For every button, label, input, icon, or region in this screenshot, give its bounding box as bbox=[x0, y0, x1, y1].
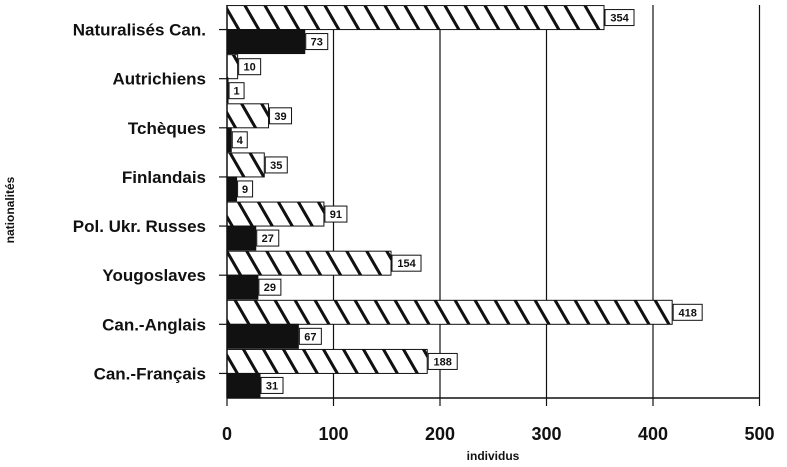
data-label-solid-box bbox=[305, 33, 329, 51]
data-label-solid-box bbox=[237, 180, 254, 198]
bar-hatched bbox=[226, 299, 673, 325]
bar-hatched bbox=[226, 250, 392, 276]
data-label-hatched-box bbox=[391, 254, 422, 272]
data-label-solid: 31 bbox=[266, 380, 278, 392]
data-label-solid: 29 bbox=[264, 282, 276, 294]
bar-hatched bbox=[226, 201, 325, 227]
bar-solid bbox=[226, 176, 238, 202]
category-label: Naturalisés Can. bbox=[73, 21, 206, 40]
data-label-solid: 9 bbox=[242, 184, 248, 196]
data-label-solid-box bbox=[231, 131, 248, 149]
category-label: Tchèques bbox=[128, 119, 206, 138]
data-label-solid-box bbox=[228, 82, 245, 100]
x-axis-title: individus bbox=[467, 449, 520, 463]
data-label-hatched: 39 bbox=[274, 111, 286, 123]
axes-group bbox=[219, 5, 761, 406]
x-tick-label: 500 bbox=[744, 424, 774, 444]
category-label: Can.-Français bbox=[94, 364, 206, 383]
bar-hatched bbox=[226, 103, 270, 129]
bar-solid bbox=[226, 225, 257, 251]
grid-lines bbox=[332, 5, 761, 398]
category-label: Finlandais bbox=[122, 168, 206, 187]
x-tick-label: 100 bbox=[318, 424, 348, 444]
bar-hatched bbox=[226, 348, 428, 374]
data-label-hatched-box bbox=[427, 352, 458, 370]
bar-solid bbox=[226, 274, 259, 300]
bar-solid bbox=[226, 29, 306, 55]
data-label-solid: 4 bbox=[237, 135, 244, 147]
data-label-solid-box bbox=[298, 327, 322, 345]
x-tick-label: 0 bbox=[222, 424, 232, 444]
category-label: Yougoslaves bbox=[102, 266, 206, 285]
data-label-hatched-box bbox=[238, 58, 262, 76]
bars-group bbox=[226, 5, 673, 398]
data-label-solid-box bbox=[260, 376, 284, 394]
x-tick-label: 200 bbox=[425, 424, 455, 444]
bar-hatched bbox=[226, 152, 265, 178]
data-label-hatched-box bbox=[324, 205, 348, 223]
data-label-hatched: 188 bbox=[434, 356, 452, 368]
bar-hatched bbox=[226, 54, 239, 80]
x-tick-label: 300 bbox=[531, 424, 561, 444]
bar-solid bbox=[226, 372, 261, 398]
x-tick-label: 400 bbox=[638, 424, 668, 444]
data-label-solid: 73 bbox=[311, 37, 323, 49]
data-label-hatched: 10 bbox=[244, 62, 256, 74]
data-label-hatched: 35 bbox=[270, 160, 282, 172]
data-label-solid-box bbox=[258, 278, 282, 296]
data-label-hatched-box bbox=[672, 303, 703, 321]
data-label-hatched-box bbox=[604, 9, 635, 27]
data-label-hatched-box bbox=[264, 156, 288, 174]
data-label-hatched: 418 bbox=[678, 307, 696, 319]
category-label: Can.-Anglais bbox=[102, 315, 206, 334]
data-label-solid: 67 bbox=[304, 331, 316, 343]
bar-hatched bbox=[226, 5, 605, 31]
data-label-solid-box bbox=[256, 229, 280, 247]
data-label-hatched-box bbox=[269, 107, 293, 125]
category-label: Autrichiens bbox=[112, 70, 206, 89]
data-label-solid: 1 bbox=[234, 86, 240, 98]
category-label: Pol. Ukr. Russes bbox=[73, 217, 206, 236]
data-label-hatched: 354 bbox=[610, 13, 629, 25]
y-axis-title: nationalités bbox=[3, 176, 17, 243]
data-label-solid: 27 bbox=[262, 233, 274, 245]
data-label-hatched: 91 bbox=[330, 209, 342, 221]
data-label-hatched: 154 bbox=[397, 258, 416, 270]
bar-solid bbox=[226, 323, 299, 349]
